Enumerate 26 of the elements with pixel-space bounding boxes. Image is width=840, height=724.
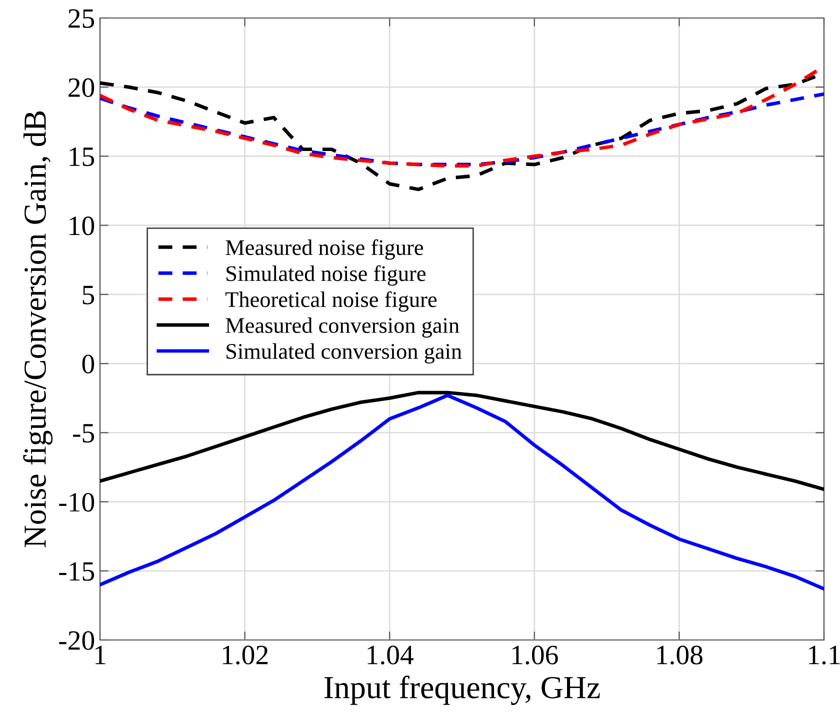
line-series — [100, 394, 824, 591]
y-tick-label: -10 — [59, 492, 94, 512]
x-tick-label: 1.04 — [368, 646, 414, 665]
x-tick-label: 1.06 — [512, 646, 558, 665]
y-tick-label: -15 — [59, 562, 94, 581]
y-tick-label: 25 — [68, 9, 94, 28]
y-tick-label: -5 — [73, 424, 94, 443]
legend-label: Measured noise figure — [226, 239, 424, 260]
x-tick-label: 1.08 — [657, 646, 702, 665]
y-tick-label: 20 — [68, 78, 94, 98]
legend-label: Theoretical noise figure — [225, 291, 437, 312]
x-tick-label: 1 — [96, 646, 106, 664]
line-series — [100, 390, 824, 492]
y-tick-label: -20 — [59, 631, 94, 650]
line-series — [100, 92, 824, 166]
x-axis-title: Input frequency, GHz — [324, 676, 600, 705]
legend-label: Measured conversion gain — [226, 317, 460, 338]
x-tick-label: 1.02 — [222, 646, 268, 665]
legend-label: Simulated conversion gain — [226, 343, 462, 364]
legend-label: Simulated noise figure — [226, 265, 426, 286]
y-tick-label: 10 — [70, 216, 94, 236]
y-tick-label: 5 — [82, 286, 94, 304]
y-axis-title: Noise figure/Conversion Gain, dB — [23, 111, 53, 548]
y-tick-label: 0 — [82, 354, 94, 374]
y-tick-label: 15 — [70, 148, 94, 166]
x-tick-label: 1.1 — [809, 646, 840, 665]
